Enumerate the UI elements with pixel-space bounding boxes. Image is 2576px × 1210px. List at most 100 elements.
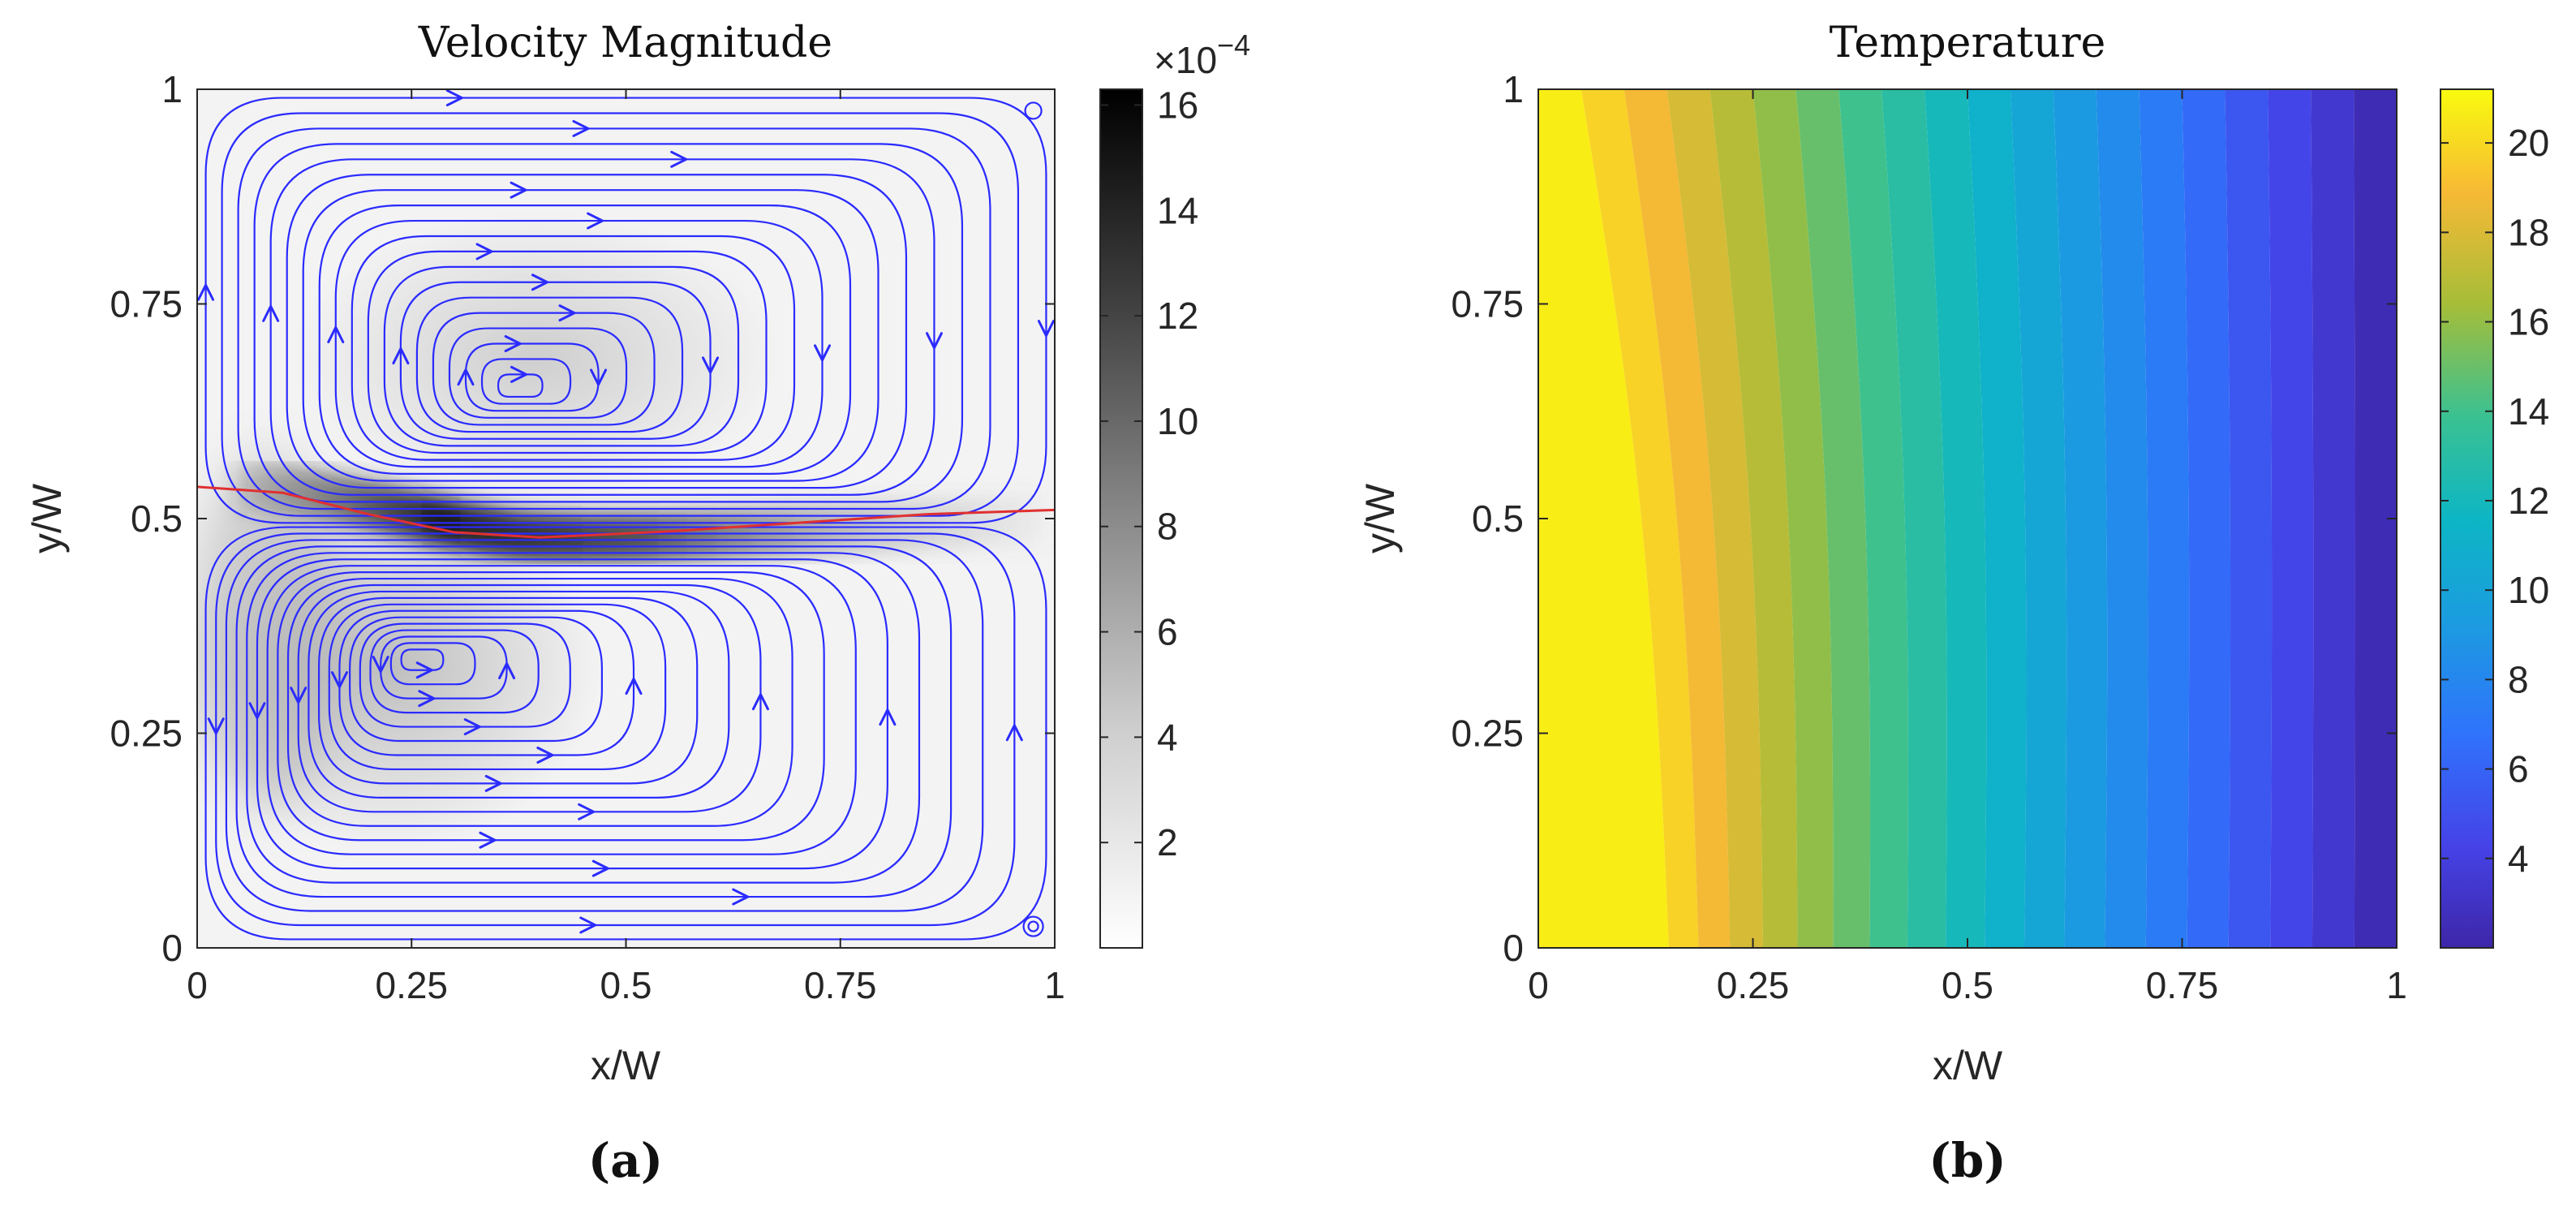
- panel-a: Velocity Magnitude 0 0.25 0.5 0.75 100.250.5…: [24, 19, 1250, 1188]
- colorbar-a-tick-label: 10: [1157, 400, 1198, 442]
- streamline: [266, 565, 857, 855]
- streamline: [334, 219, 824, 468]
- streamline-arrow: [207, 717, 225, 735]
- streamline: [246, 552, 921, 884]
- colorbar-a-multiplier: ×10−4: [1154, 28, 1250, 81]
- streamline-arrow: [510, 181, 527, 199]
- streamline: [307, 590, 730, 799]
- colorbar-a-ticks: 2 4 6 8 10 12 14 16: [1100, 84, 1198, 863]
- temperature-band: [2268, 89, 2314, 948]
- streamline-arrow: [330, 671, 348, 689]
- panel-a-ytick-label: 0.5: [131, 497, 183, 540]
- colorbar-b-tick-label: 4: [2508, 838, 2529, 880]
- streamline: [215, 532, 1016, 927]
- streamline-arrow: [536, 746, 554, 764]
- streamline-arrow: [572, 119, 590, 137]
- panel-b: Temperature 0 0.25 0.5 0.75 100.250.50.751 x…: [1357, 19, 2549, 1188]
- streamline: [400, 648, 445, 671]
- colorbar-b-tick-label: 10: [2508, 569, 2549, 611]
- colorbar-b-tick-label: 18: [2508, 211, 2549, 253]
- streamline-arrow: [670, 150, 688, 168]
- streamline-arrow: [531, 273, 548, 291]
- streamline: [286, 577, 793, 827]
- streamline: [383, 265, 740, 447]
- panel-b-xlabel: x/W: [1933, 1043, 2003, 1088]
- velocity-field: [197, 89, 1055, 948]
- streamline: [350, 235, 796, 461]
- streamline-arrow: [327, 325, 345, 343]
- panel-b-ytick-label: 1: [1503, 68, 1524, 110]
- panel-a-xtick-label: 0: [187, 964, 208, 1006]
- temperature-band: [2053, 89, 2108, 948]
- streamline: [204, 526, 1047, 941]
- colorbar-b-tick-label: 14: [2508, 390, 2549, 433]
- streamline-arrow: [415, 661, 433, 679]
- streamline: [269, 158, 935, 496]
- streamline-arrow: [372, 656, 389, 674]
- streamline-arrow: [578, 803, 596, 820]
- streamline: [389, 642, 476, 686]
- temperature-band: [1967, 89, 2027, 948]
- temperature-band: [1838, 89, 1908, 948]
- temperature-band: [1881, 89, 1947, 948]
- streamline: [399, 281, 712, 440]
- panel-b-xtick-label: 0.25: [1717, 964, 1790, 1006]
- panel-b-xtick-label: 0.75: [2146, 964, 2219, 1006]
- colorbar-a-tick-label: 16: [1157, 84, 1198, 126]
- panel-b-xtick-label: 0: [1528, 964, 1549, 1006]
- streamline-arrow: [587, 212, 604, 230]
- streamline: [302, 189, 879, 482]
- streamline-arrow: [751, 693, 769, 711]
- streamline-arrow: [558, 304, 576, 322]
- streamline-arrow: [498, 662, 516, 680]
- streamline-arrow: [262, 304, 280, 322]
- streamline: [297, 583, 762, 813]
- temperature-band: [2139, 89, 2190, 948]
- streamline-arrow: [475, 243, 493, 261]
- streamline-arrow: [590, 368, 608, 386]
- panel-a-title: Velocity Magnitude: [418, 19, 832, 67]
- temperature-band: [1580, 89, 1699, 948]
- temperature-band: [2225, 89, 2273, 948]
- streamline-arrow: [418, 690, 436, 708]
- streamline: [286, 174, 908, 489]
- corner-eddy: [1027, 920, 1039, 932]
- panel-a-label: (a): [588, 1133, 663, 1188]
- streamline-arrow: [290, 687, 307, 704]
- streamline-arrow: [625, 678, 643, 695]
- panel-a-ytick-label: 0.25: [110, 713, 183, 755]
- streamline: [448, 327, 628, 419]
- streamline: [432, 312, 656, 426]
- temperature-band: [2096, 89, 2148, 948]
- panel-a-xtick-label: 0.5: [600, 964, 652, 1006]
- colorbar-b-tick-label: 20: [2508, 122, 2549, 164]
- streamline-arrow: [457, 368, 475, 386]
- streamline: [237, 127, 991, 510]
- temperature-band: [1795, 89, 1871, 948]
- streamline: [415, 296, 684, 433]
- panel-b-ytick-label: 0.5: [1472, 497, 1524, 540]
- streamline-arrow: [702, 356, 720, 374]
- streamline: [328, 603, 667, 771]
- panel-b-xtick-label: 1: [2386, 964, 2407, 1006]
- streamline-arrow: [1037, 320, 1055, 338]
- temperature-band: [1666, 89, 1764, 948]
- colorbar-a: [1099, 88, 1143, 949]
- panel-a-xlabel: x/W: [591, 1043, 661, 1088]
- temperature-band: [1709, 89, 1798, 948]
- temperature-band: [1538, 89, 1669, 948]
- panel-a-ytick-label: 0.75: [110, 283, 183, 325]
- streamline: [359, 622, 571, 728]
- streamline: [277, 571, 825, 842]
- streamline: [253, 143, 964, 503]
- streamline: [256, 558, 888, 870]
- temperature-band: [1924, 89, 1987, 948]
- panel-a-ylabel: y/W: [24, 483, 70, 553]
- streamline-arrow: [463, 718, 481, 736]
- streamline: [204, 97, 1047, 524]
- panel-a-ytick-label: 0: [161, 927, 183, 969]
- streamline: [380, 635, 508, 700]
- colorbar-b-tick-label: 6: [2508, 748, 2529, 790]
- streamline: [480, 358, 572, 405]
